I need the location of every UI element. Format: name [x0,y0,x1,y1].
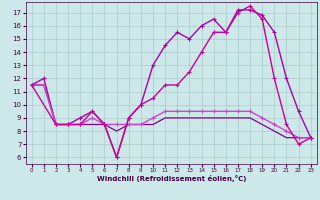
X-axis label: Windchill (Refroidissement éolien,°C): Windchill (Refroidissement éolien,°C) [97,175,246,182]
